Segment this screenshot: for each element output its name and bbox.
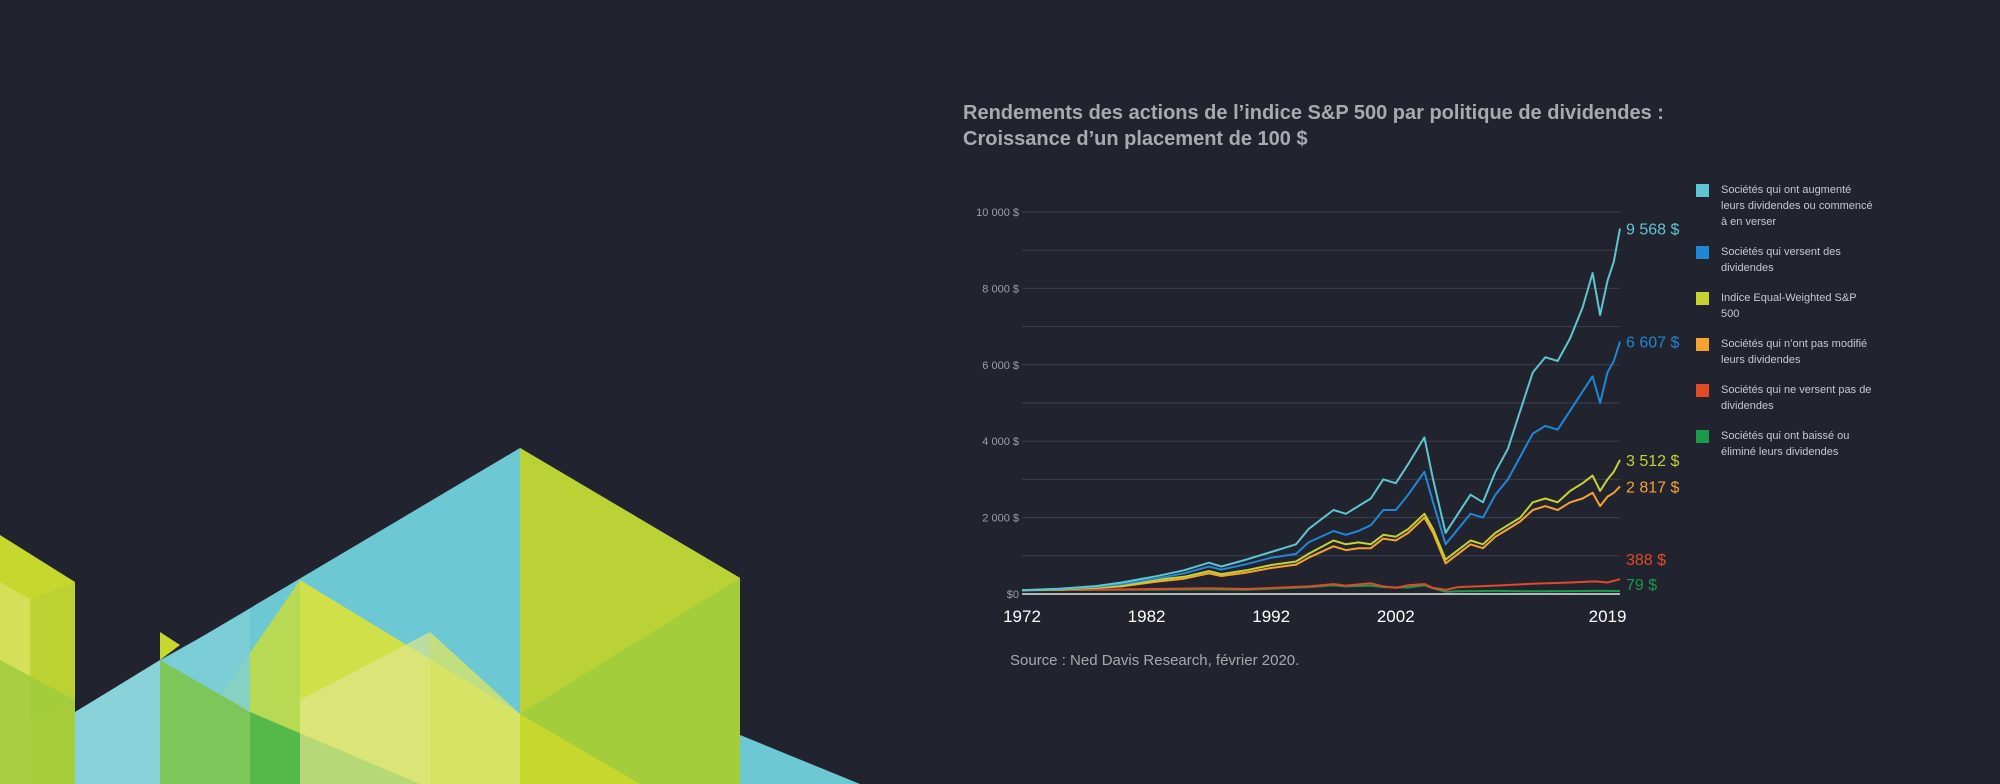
chart-title: Rendements des actions de l’indice S&P 5… bbox=[963, 100, 1723, 152]
legend-swatch bbox=[1696, 292, 1709, 305]
series-end-label: 79 $ bbox=[1626, 577, 1657, 594]
x-tick-label: 1972 bbox=[1003, 607, 1041, 626]
y-tick-label: $0 bbox=[1007, 589, 1019, 601]
x-tick-label: 1992 bbox=[1252, 607, 1290, 626]
deco-shape bbox=[740, 735, 860, 784]
y-tick-label: 8 000 $ bbox=[982, 283, 1019, 295]
legend-swatch bbox=[1696, 338, 1709, 351]
chart-source: Source : Ned Davis Research, février 202… bbox=[1010, 652, 1300, 669]
series-line bbox=[1021, 485, 1621, 592]
legend-swatch bbox=[1696, 384, 1709, 397]
y-tick-label: 6 000 $ bbox=[982, 360, 1019, 372]
legend-swatch bbox=[1696, 430, 1709, 443]
deco-shape bbox=[75, 660, 160, 784]
decorative-triangles bbox=[0, 448, 860, 784]
legend: Sociétés qui ont augmenté leurs dividend… bbox=[1696, 182, 1876, 474]
series-line bbox=[1021, 341, 1621, 592]
legend-swatch bbox=[1696, 184, 1709, 197]
deco-shape bbox=[0, 660, 75, 784]
legend-item: Sociétés qui n’ont pas modifié leurs div… bbox=[1696, 336, 1876, 368]
series-end-label: 3 512 $ bbox=[1626, 453, 1679, 470]
deco-shape bbox=[160, 660, 250, 784]
legend-label: Sociétés qui versent des dividendes bbox=[1721, 246, 1841, 274]
series-end-label: 6 607 $ bbox=[1626, 335, 1679, 352]
legend-item: Sociétés qui ne versent pas de dividende… bbox=[1696, 382, 1876, 414]
legend-label: Indice Equal-Weighted S&P 500 bbox=[1721, 292, 1857, 320]
series-end-label: 2 817 $ bbox=[1626, 479, 1679, 496]
chart-subtitle: Croissance d’un placement de 100 $ bbox=[963, 128, 1308, 150]
legend-label: Sociétés qui ne versent pas de dividende… bbox=[1721, 384, 1872, 412]
legend-label: Sociétés qui ont augmenté leurs dividend… bbox=[1721, 184, 1873, 228]
legend-item: Indice Equal-Weighted S&P 500 bbox=[1696, 290, 1876, 322]
legend-swatch bbox=[1696, 246, 1709, 259]
x-tick-label: 2019 bbox=[1589, 607, 1627, 626]
series-end-label: 388 $ bbox=[1626, 552, 1666, 569]
series-line bbox=[1021, 459, 1621, 592]
deco-shape bbox=[160, 632, 180, 660]
y-tick-label: 4 000 $ bbox=[982, 436, 1019, 448]
deco-shape bbox=[520, 448, 740, 714]
legend-item: Sociétés qui ont baissé ou éliminé leurs… bbox=[1696, 428, 1876, 460]
series-end-label: 9 568 $ bbox=[1626, 222, 1679, 239]
deco-shape bbox=[300, 632, 430, 784]
series-line bbox=[1021, 578, 1621, 592]
y-tick-label: 10 000 $ bbox=[976, 207, 1019, 219]
chart-title-line1: Rendements des actions de l’indice S&P 5… bbox=[963, 102, 1664, 124]
deco-shape bbox=[520, 578, 740, 784]
y-tick-label: 2 000 $ bbox=[982, 513, 1019, 525]
legend-item: Sociétés qui ont augmenté leurs dividend… bbox=[1696, 182, 1876, 230]
deco-shape bbox=[430, 632, 520, 784]
x-tick-label: 1982 bbox=[1128, 607, 1166, 626]
legend-label: Sociétés qui ont baissé ou éliminé leurs… bbox=[1721, 430, 1850, 458]
legend-label: Sociétés qui n’ont pas modifié leurs div… bbox=[1721, 338, 1868, 366]
legend-item: Sociétés qui versent des dividendes bbox=[1696, 244, 1876, 276]
x-tick-label: 2002 bbox=[1377, 607, 1415, 626]
series-line bbox=[1021, 228, 1621, 592]
